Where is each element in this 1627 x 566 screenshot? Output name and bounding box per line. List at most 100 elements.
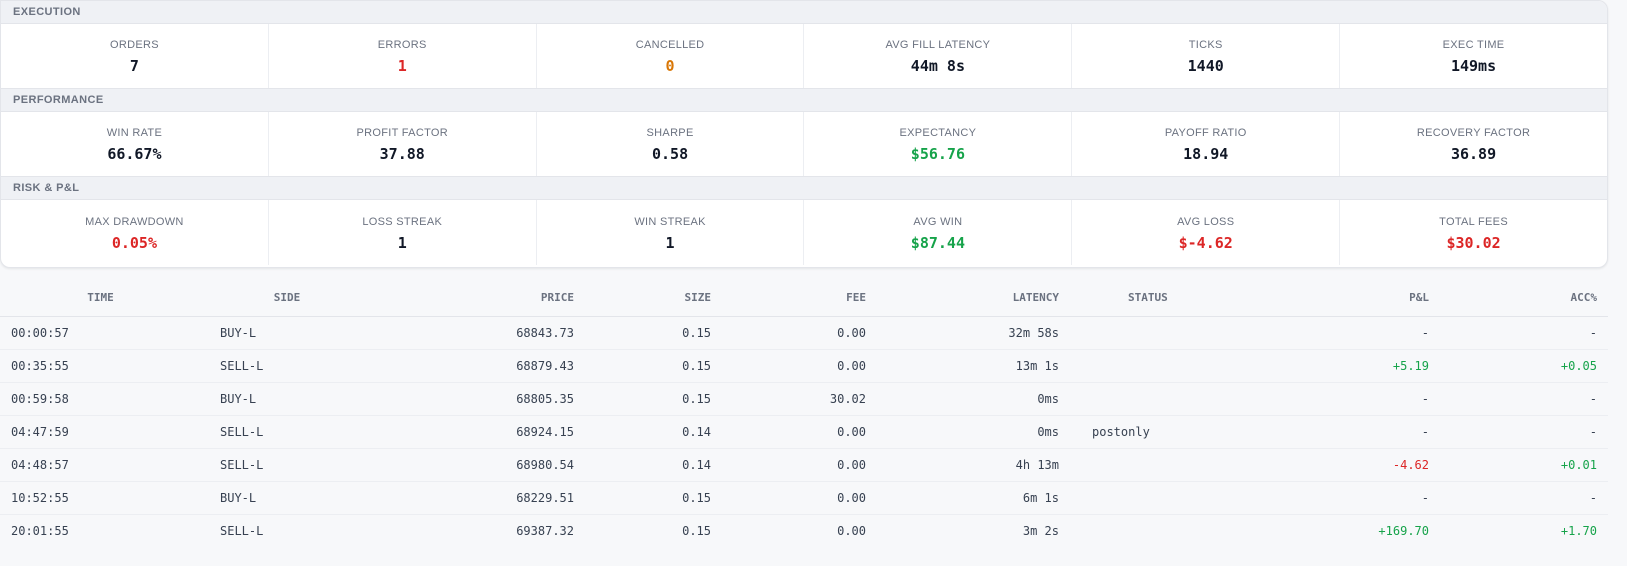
trade-price: 69387.32: [516, 523, 574, 538]
col-header-status[interactable]: STATUS: [1070, 280, 1230, 317]
trade-size: 0.14: [585, 448, 722, 482]
section-header: PERFORMANCE: [1, 89, 1607, 112]
table-row[interactable]: 20:01:55 SELL-L 69387.32 0.15 0.00 3m 2s +169.…: [0, 514, 1608, 547]
trade-price: 68843.73: [373, 316, 585, 350]
trade-fee: 0.00: [837, 523, 866, 538]
metric-value: 0: [665, 57, 675, 75]
table-row[interactable]: 10:52:55 BUY-L 68229.51 0.15 0.00 6m 1s - -: [0, 481, 1608, 515]
trade-latency: 0ms: [877, 382, 1070, 416]
trade-time: 00:35:55: [0, 349, 201, 383]
trade-side: SELL-L: [201, 415, 373, 449]
trade-status: [1070, 316, 1230, 350]
trade-time: 20:01:55: [11, 523, 69, 538]
table-row[interactable]: 04:48:57 SELL-L 68980.54 0.14 0.00 4h 13m -4.6…: [0, 448, 1608, 482]
metric-value: $87.44: [910, 233, 965, 252]
trade-status: [1070, 514, 1230, 547]
col-header-fee[interactable]: FEE: [722, 280, 877, 317]
trade-price: 68980.54: [373, 448, 585, 482]
metric-label: PAYOFF RATIO: [1164, 127, 1247, 139]
section-header: EXECUTION: [1, 1, 1607, 24]
metric-value: 1: [397, 233, 407, 252]
metric-label: LOSS STREAK: [362, 215, 443, 228]
metrics-row: MAX DRAWDOWN 0.05% LOSS STREAK 1 WIN STREAK 1…: [1, 200, 1607, 265]
trade-fee: 0.00: [722, 481, 877, 515]
trade-price: 68229.51: [373, 481, 585, 515]
trade-size: 0.14: [585, 415, 722, 449]
trade-fee: 30.02: [722, 382, 877, 416]
trade-latency: 4h 13m: [877, 448, 1070, 482]
trade-price: 68879.43: [373, 349, 585, 383]
trade-acc: +0.01: [1440, 448, 1608, 482]
trade-status: [1070, 448, 1230, 482]
metric-label: EXEC TIME: [1442, 39, 1505, 51]
table-row[interactable]: 04:47:59 SELL-L 68924.15 0.14 0.00 0ms postonl…: [0, 415, 1608, 449]
metric-tile: SHARPE 0.58: [537, 112, 805, 176]
metric-tile: AVG LOSS $-4.62: [1072, 200, 1341, 265]
metrics-row: WIN RATE 66.67% PROFIT FACTOR 37.88 SHARPE 0.…: [1, 112, 1607, 177]
trade-side: SELL-L: [220, 523, 264, 538]
trade-status: [1070, 382, 1230, 416]
trade-size: 0.15: [585, 349, 722, 383]
metric-value: 0.05%: [111, 233, 157, 252]
metric-label: SHARPE: [646, 127, 694, 139]
metric-value: 7: [129, 57, 139, 75]
trade-price: 68924.15: [373, 415, 585, 449]
metric-label: ERRORS: [377, 39, 427, 51]
trade-price: 68805.35: [373, 382, 585, 416]
trade-pnl: +5.19: [1230, 349, 1440, 383]
metric-label: CANCELLED: [635, 39, 705, 51]
col-header-latency[interactable]: LATENCY: [877, 280, 1070, 317]
trade-acc: -: [1440, 382, 1608, 416]
metric-label: RECOVERY FACTOR: [1416, 127, 1531, 139]
trade-status: postonly: [1070, 415, 1230, 449]
metric-tile: AVG WIN $87.44: [804, 200, 1073, 265]
metric-value: 149ms: [1450, 57, 1497, 75]
trades-table-container: TIME SIDE PRICE SIZE FEE LATENCY STATUS …: [0, 280, 1608, 547]
col-header-side[interactable]: SIDE: [201, 280, 373, 317]
trade-acc: -: [1440, 481, 1608, 515]
trade-acc: +0.05: [1440, 349, 1608, 383]
metric-value: $56.76: [910, 145, 965, 163]
trade-acc: +1.70: [1560, 523, 1597, 538]
metric-label: EXPECTANCY: [899, 127, 977, 139]
metric-tile: RECOVERY FACTOR 36.89: [1340, 112, 1607, 176]
metrics-row: ORDERS 7 ERRORS 1 CANCELLED 0 AVG FILL LATENCY…: [1, 24, 1607, 89]
trade-status: [1070, 349, 1230, 383]
metric-tile: WIN RATE 66.67%: [1, 112, 269, 176]
col-header-time[interactable]: TIME: [0, 280, 201, 317]
metric-tile: EXPECTANCY $56.76: [804, 112, 1073, 176]
table-row[interactable]: 00:35:55 SELL-L 68879.43 0.15 0.00 13m 1s +5.1…: [0, 349, 1608, 383]
trade-pnl: -: [1230, 382, 1440, 416]
col-header-pnl[interactable]: P&L: [1230, 280, 1440, 317]
trade-side: BUY-L: [201, 481, 373, 515]
trade-side: BUY-L: [201, 382, 373, 416]
metric-label: MAX DRAWDOWN: [85, 215, 184, 228]
metric-tile: AVG FILL LATENCY 44m 8s: [804, 24, 1073, 88]
trade-time: 00:00:57: [0, 316, 201, 350]
metric-value: 18.94: [1183, 145, 1229, 163]
col-header-price[interactable]: PRICE: [373, 280, 585, 317]
trade-latency: 6m 1s: [877, 481, 1070, 515]
trade-fee: 0.00: [722, 415, 877, 449]
trade-pnl: -: [1230, 316, 1440, 350]
metric-value: $30.02: [1446, 233, 1501, 252]
table-row[interactable]: 00:00:57 BUY-L 68843.73 0.15 0.00 32m 58s - -: [0, 316, 1608, 350]
metric-tile: PAYOFF RATIO 18.94: [1072, 112, 1341, 176]
col-header-acc[interactable]: ACC%: [1440, 280, 1608, 317]
metric-label: TICKS: [1188, 39, 1223, 51]
metric-value: $-4.62: [1178, 233, 1233, 252]
trade-time: 04:47:59: [0, 415, 201, 449]
table-row[interactable]: 00:59:58 BUY-L 68805.35 0.15 30.02 0ms - -: [0, 382, 1608, 416]
trades-header-row: TIME SIDE PRICE SIZE FEE LATENCY STATUS …: [0, 280, 1608, 317]
metric-tile: PROFIT FACTOR 37.88: [269, 112, 537, 176]
metric-label: WIN STREAK: [634, 215, 706, 228]
metric-tile: ORDERS 7: [1, 24, 269, 88]
metric-value: 1: [665, 233, 675, 252]
metric-label: ORDERS: [109, 39, 159, 51]
trade-side: BUY-L: [201, 316, 373, 350]
trade-time: 10:52:55: [0, 481, 201, 515]
metric-label: WIN RATE: [106, 127, 163, 139]
stats-sections: EXECUTION ORDERS 7 ERRORS 1 CANCELLED 0 AVG FIL…: [1, 1, 1607, 265]
trades-body: 00:00:57 BUY-L 68843.73 0.15 0.00 32m 58s - -00…: [0, 316, 1608, 547]
col-header-size[interactable]: SIZE: [585, 280, 722, 317]
